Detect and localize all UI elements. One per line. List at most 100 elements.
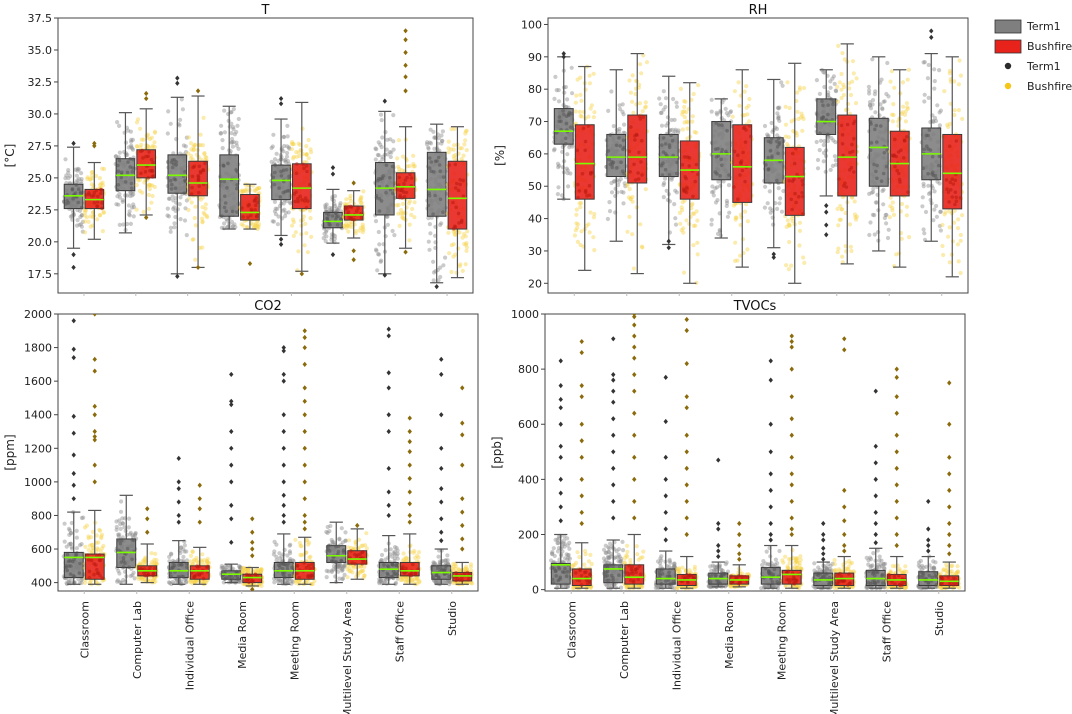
y-tick-label: 40	[528, 213, 542, 226]
data-point	[661, 182, 666, 188]
data-point	[238, 566, 243, 572]
data-point	[381, 174, 386, 178]
data-point	[253, 203, 258, 207]
data-point	[841, 92, 846, 98]
data-point	[795, 90, 800, 95]
data-point	[868, 106, 874, 111]
data-point	[883, 212, 888, 218]
data-point	[673, 127, 678, 132]
data-point	[225, 225, 230, 230]
data-point	[789, 119, 794, 124]
data-point	[258, 570, 263, 575]
data-point	[138, 575, 143, 581]
data-point	[835, 84, 840, 89]
data-point	[235, 186, 239, 191]
data-point	[692, 211, 697, 216]
data-point	[168, 571, 173, 575]
data-point	[130, 193, 135, 198]
data-point	[153, 579, 158, 584]
data-point	[92, 190, 97, 195]
data-point	[96, 547, 101, 552]
box-bushfire-1	[625, 52, 650, 275]
data-point	[147, 187, 152, 192]
data-point	[777, 118, 782, 123]
data-point	[170, 579, 175, 585]
data-point	[574, 212, 579, 217]
data-point	[933, 118, 939, 124]
data-point	[641, 53, 646, 58]
data-point	[331, 567, 336, 572]
data-point	[149, 560, 155, 565]
data-point	[396, 138, 401, 143]
data-point	[282, 207, 287, 212]
data-point	[441, 210, 445, 214]
data-point	[787, 105, 792, 111]
data-point	[894, 252, 899, 257]
data-point	[783, 104, 788, 109]
data-point	[850, 79, 855, 84]
data-point	[204, 558, 210, 564]
data-point	[587, 81, 593, 86]
data-point	[307, 563, 311, 568]
data-point	[271, 175, 276, 180]
data-point	[563, 84, 569, 90]
data-point	[831, 74, 837, 79]
panel-t: T[°C]17.520.022.525.027.530.032.535.037.…	[3, 3, 474, 296]
data-point	[85, 176, 90, 181]
data-point	[938, 209, 943, 214]
data-point	[299, 544, 304, 549]
data-point	[285, 123, 290, 128]
data-point	[95, 204, 99, 208]
data-point	[426, 146, 431, 151]
data-point	[188, 141, 194, 146]
data-point	[826, 135, 831, 140]
data-point	[830, 118, 835, 122]
data-point	[337, 205, 342, 210]
data-point	[130, 205, 135, 210]
data-point	[390, 191, 395, 196]
data-point	[641, 115, 645, 119]
data-point	[930, 172, 934, 176]
data-point	[279, 147, 284, 152]
data-point	[285, 579, 290, 585]
data-point	[361, 224, 366, 229]
data-point	[942, 212, 947, 217]
data-point	[184, 579, 189, 584]
data-point	[139, 576, 144, 582]
data-point	[66, 559, 71, 563]
data-point	[797, 220, 803, 225]
data-point	[95, 200, 100, 204]
data-point	[138, 145, 143, 150]
data-point	[854, 214, 860, 219]
data-point	[143, 557, 148, 562]
data-point	[76, 577, 81, 582]
data-point	[77, 208, 83, 213]
data-point	[193, 223, 198, 228]
data-point	[451, 200, 455, 205]
box-term1-7	[919, 52, 944, 242]
data-point	[844, 185, 849, 189]
panel-title: RH	[749, 3, 768, 18]
data-point	[168, 179, 173, 183]
data-point	[192, 215, 197, 221]
data-point	[223, 194, 227, 198]
data-point	[747, 119, 752, 124]
data-point	[117, 571, 122, 576]
data-point	[295, 563, 300, 568]
data-point	[437, 163, 442, 167]
data-point	[397, 195, 402, 200]
data-point	[693, 179, 697, 184]
data-point	[279, 174, 284, 178]
data-point	[74, 528, 79, 534]
data-point	[443, 255, 448, 260]
data-point	[570, 91, 575, 96]
data-point	[851, 71, 856, 76]
data-point	[334, 211, 338, 216]
data-point	[878, 102, 883, 107]
data-point	[817, 91, 823, 96]
data-point	[428, 141, 434, 146]
data-point	[184, 561, 189, 566]
data-point	[953, 190, 958, 194]
data-point	[200, 220, 205, 225]
